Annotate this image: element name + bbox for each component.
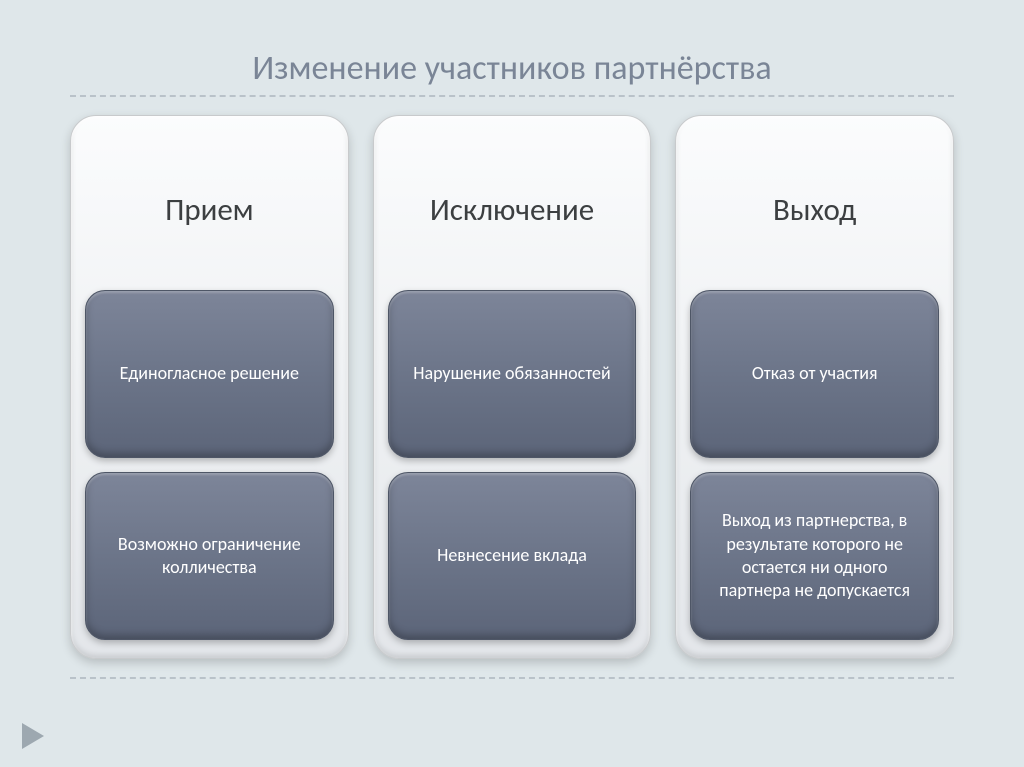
tile-text: Невнесение вклада [437, 544, 587, 567]
tile-text: Возможно ограничение колличества [104, 533, 315, 580]
slide: Изменение участников партнёрства Прием Е… [0, 0, 1024, 767]
slide-title: Изменение участников партнёрства [252, 48, 771, 89]
tile: Нарушение обязанностей [388, 290, 637, 458]
tile: Возможно ограничение колличества [85, 472, 334, 640]
tile: Невнесение вклада [388, 472, 637, 640]
tile-text: Единогласное решение [120, 362, 299, 385]
tile: Выход из партнерства, в результате котор… [690, 472, 939, 640]
card-admission: Прием Единогласное решение Возможно огра… [70, 115, 349, 659]
tile: Отказ от участия [690, 290, 939, 458]
tile-text: Отказ от участия [752, 362, 878, 385]
card-exclusion: Исключение Нарушение обязанностей Невнес… [373, 115, 652, 659]
divider-bottom [70, 677, 954, 679]
title-wrap: Изменение участников партнёрства [70, 48, 954, 89]
tile: Единогласное решение [85, 290, 334, 458]
divider-top [70, 95, 954, 97]
tile-text: Выход из партнерства, в результате котор… [709, 509, 920, 603]
page-corner-icon [22, 723, 44, 749]
tile-text: Нарушение обязанностей [413, 362, 610, 385]
card-head: Исключение [388, 130, 637, 290]
card-head: Прием [85, 130, 334, 290]
card-exit: Выход Отказ от участия Выход из партнерс… [675, 115, 954, 659]
columns: Прием Единогласное решение Возможно огра… [70, 115, 954, 659]
card-head: Выход [690, 130, 939, 290]
card-head-text: Прием [165, 191, 254, 229]
card-head-text: Исключение [430, 191, 594, 229]
card-head-text: Выход [773, 191, 856, 229]
